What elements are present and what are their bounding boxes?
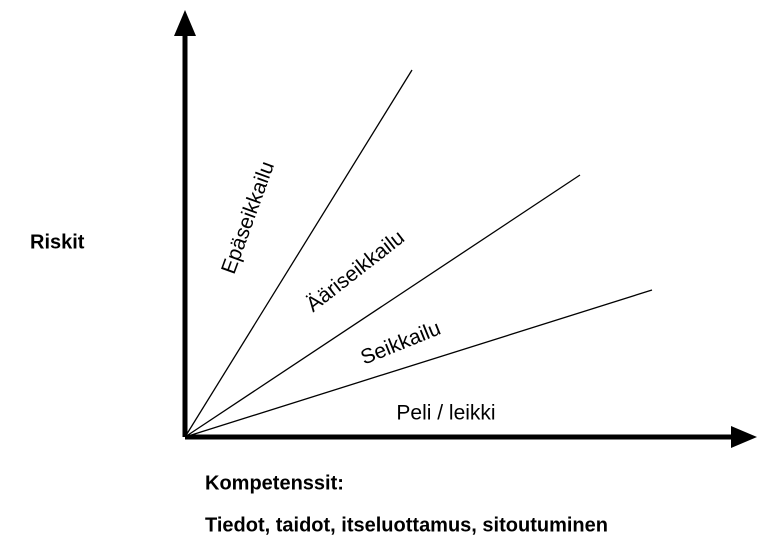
region-label: Peli / leikki bbox=[396, 402, 495, 425]
region-label: Seikkailu bbox=[357, 317, 444, 370]
y-arrow bbox=[174, 10, 196, 36]
region-label: Ääriseikkailu bbox=[302, 226, 409, 317]
divider-line bbox=[184, 174, 581, 438]
divider-line bbox=[184, 69, 413, 438]
x-arrow bbox=[731, 426, 757, 448]
x-axis-sublabel: Tiedot, taidot, itseluottamus, sitoutumi… bbox=[205, 514, 608, 536]
region-label: Epäseikkailu bbox=[217, 158, 279, 277]
divider-line bbox=[184, 289, 653, 438]
y-axis-label: Riskit bbox=[30, 231, 85, 253]
x-axis-label: Kompetenssit: bbox=[205, 472, 344, 494]
